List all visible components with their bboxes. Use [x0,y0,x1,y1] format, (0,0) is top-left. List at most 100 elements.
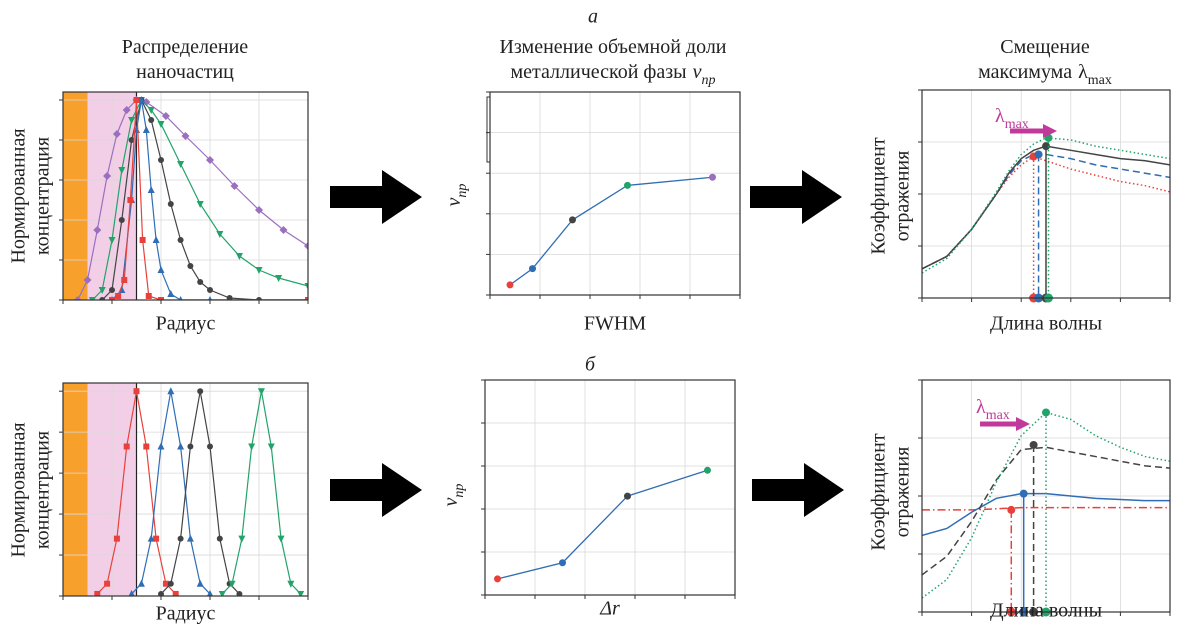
marker [304,283,308,290]
marker [108,237,116,244]
marker [228,580,236,588]
plot-frame [484,379,736,596]
y-axis-label: vnp [440,484,467,507]
plot-area [63,383,308,596]
annotation-symbol: λ [976,396,986,418]
marker [235,253,243,260]
marker [153,535,160,542]
plot-frame [62,382,309,597]
x-axis-label: Длина волны [990,313,1102,335]
marker [167,290,175,297]
marker [104,580,111,587]
marker [248,443,256,451]
marker [123,443,130,450]
marker [103,172,112,180]
marker [236,590,243,596]
peak-marker [1007,505,1016,514]
point [529,265,536,273]
marker [113,535,120,542]
panel-label: б [585,354,596,376]
y-axis-label: vnp [443,184,470,207]
point [704,466,711,474]
chart-title-part: максимума [978,61,1072,83]
marker [73,296,82,300]
span [63,383,88,596]
marker [187,443,194,450]
marker [128,137,135,143]
marker [172,590,179,596]
marker [118,217,125,223]
series-line [922,137,1170,274]
marker [177,442,185,450]
marker [275,275,283,282]
marker [128,117,136,124]
point [506,281,514,289]
marker [88,297,96,300]
peak-marker [1042,408,1050,417]
marker [257,388,265,396]
marker [238,535,246,543]
title-symbol: v [693,61,702,83]
plot-area [63,92,308,300]
marker [83,276,92,284]
plot-area [485,380,735,595]
marker [177,237,184,243]
marker [147,186,155,193]
marker [177,535,184,542]
chart-title: Распределение [122,36,249,58]
marker [162,580,169,587]
peak-marker [1019,489,1028,498]
marker [121,277,128,283]
marker [177,161,185,168]
marker [297,590,305,596]
marker [304,242,308,250]
y-label-sub: np [455,184,470,198]
peak-marker [1034,150,1043,159]
marker [207,287,213,293]
arrow [330,170,422,224]
marker [137,579,145,587]
marker [157,442,165,450]
span [63,92,88,300]
marker [94,590,101,596]
marker [122,106,131,114]
marker [167,201,174,207]
chart-title: максимума λmax [978,61,1112,88]
marker [216,535,223,542]
panel-label: а [588,6,598,28]
arrow [330,463,422,517]
series-line [922,446,1170,576]
marker [230,182,239,190]
marker [137,96,145,103]
y-label-symbol: v [443,197,465,206]
chart-title-part: наночастиц [136,61,234,83]
y-axis-label: Нормированная [8,128,30,263]
y-label-symbol: v [440,497,462,506]
annotation-sub: max [986,408,1010,423]
marker [127,197,134,203]
plot-area [490,92,740,295]
plot-background [485,380,735,595]
series-line [922,145,1170,270]
marker [197,279,204,285]
point [569,216,576,224]
title-symbol: λ [1078,61,1088,83]
marker [147,107,155,114]
annotation-sub: max [1005,117,1029,132]
marker [143,443,150,450]
arrow [752,463,844,517]
marker [208,296,212,300]
marker [226,295,233,300]
marker [197,388,204,395]
point [494,575,501,583]
x-axis-label: Δr [599,598,620,620]
marker [158,590,164,596]
chart-title-part: Изменение объемной доли [499,36,726,58]
plot-frame [489,91,741,296]
y-axis-label: Коэффициент [868,137,890,255]
marker [161,112,170,120]
y-axis-label: отражения [892,151,914,242]
chart-title: металлической фазы vnp [510,61,715,88]
